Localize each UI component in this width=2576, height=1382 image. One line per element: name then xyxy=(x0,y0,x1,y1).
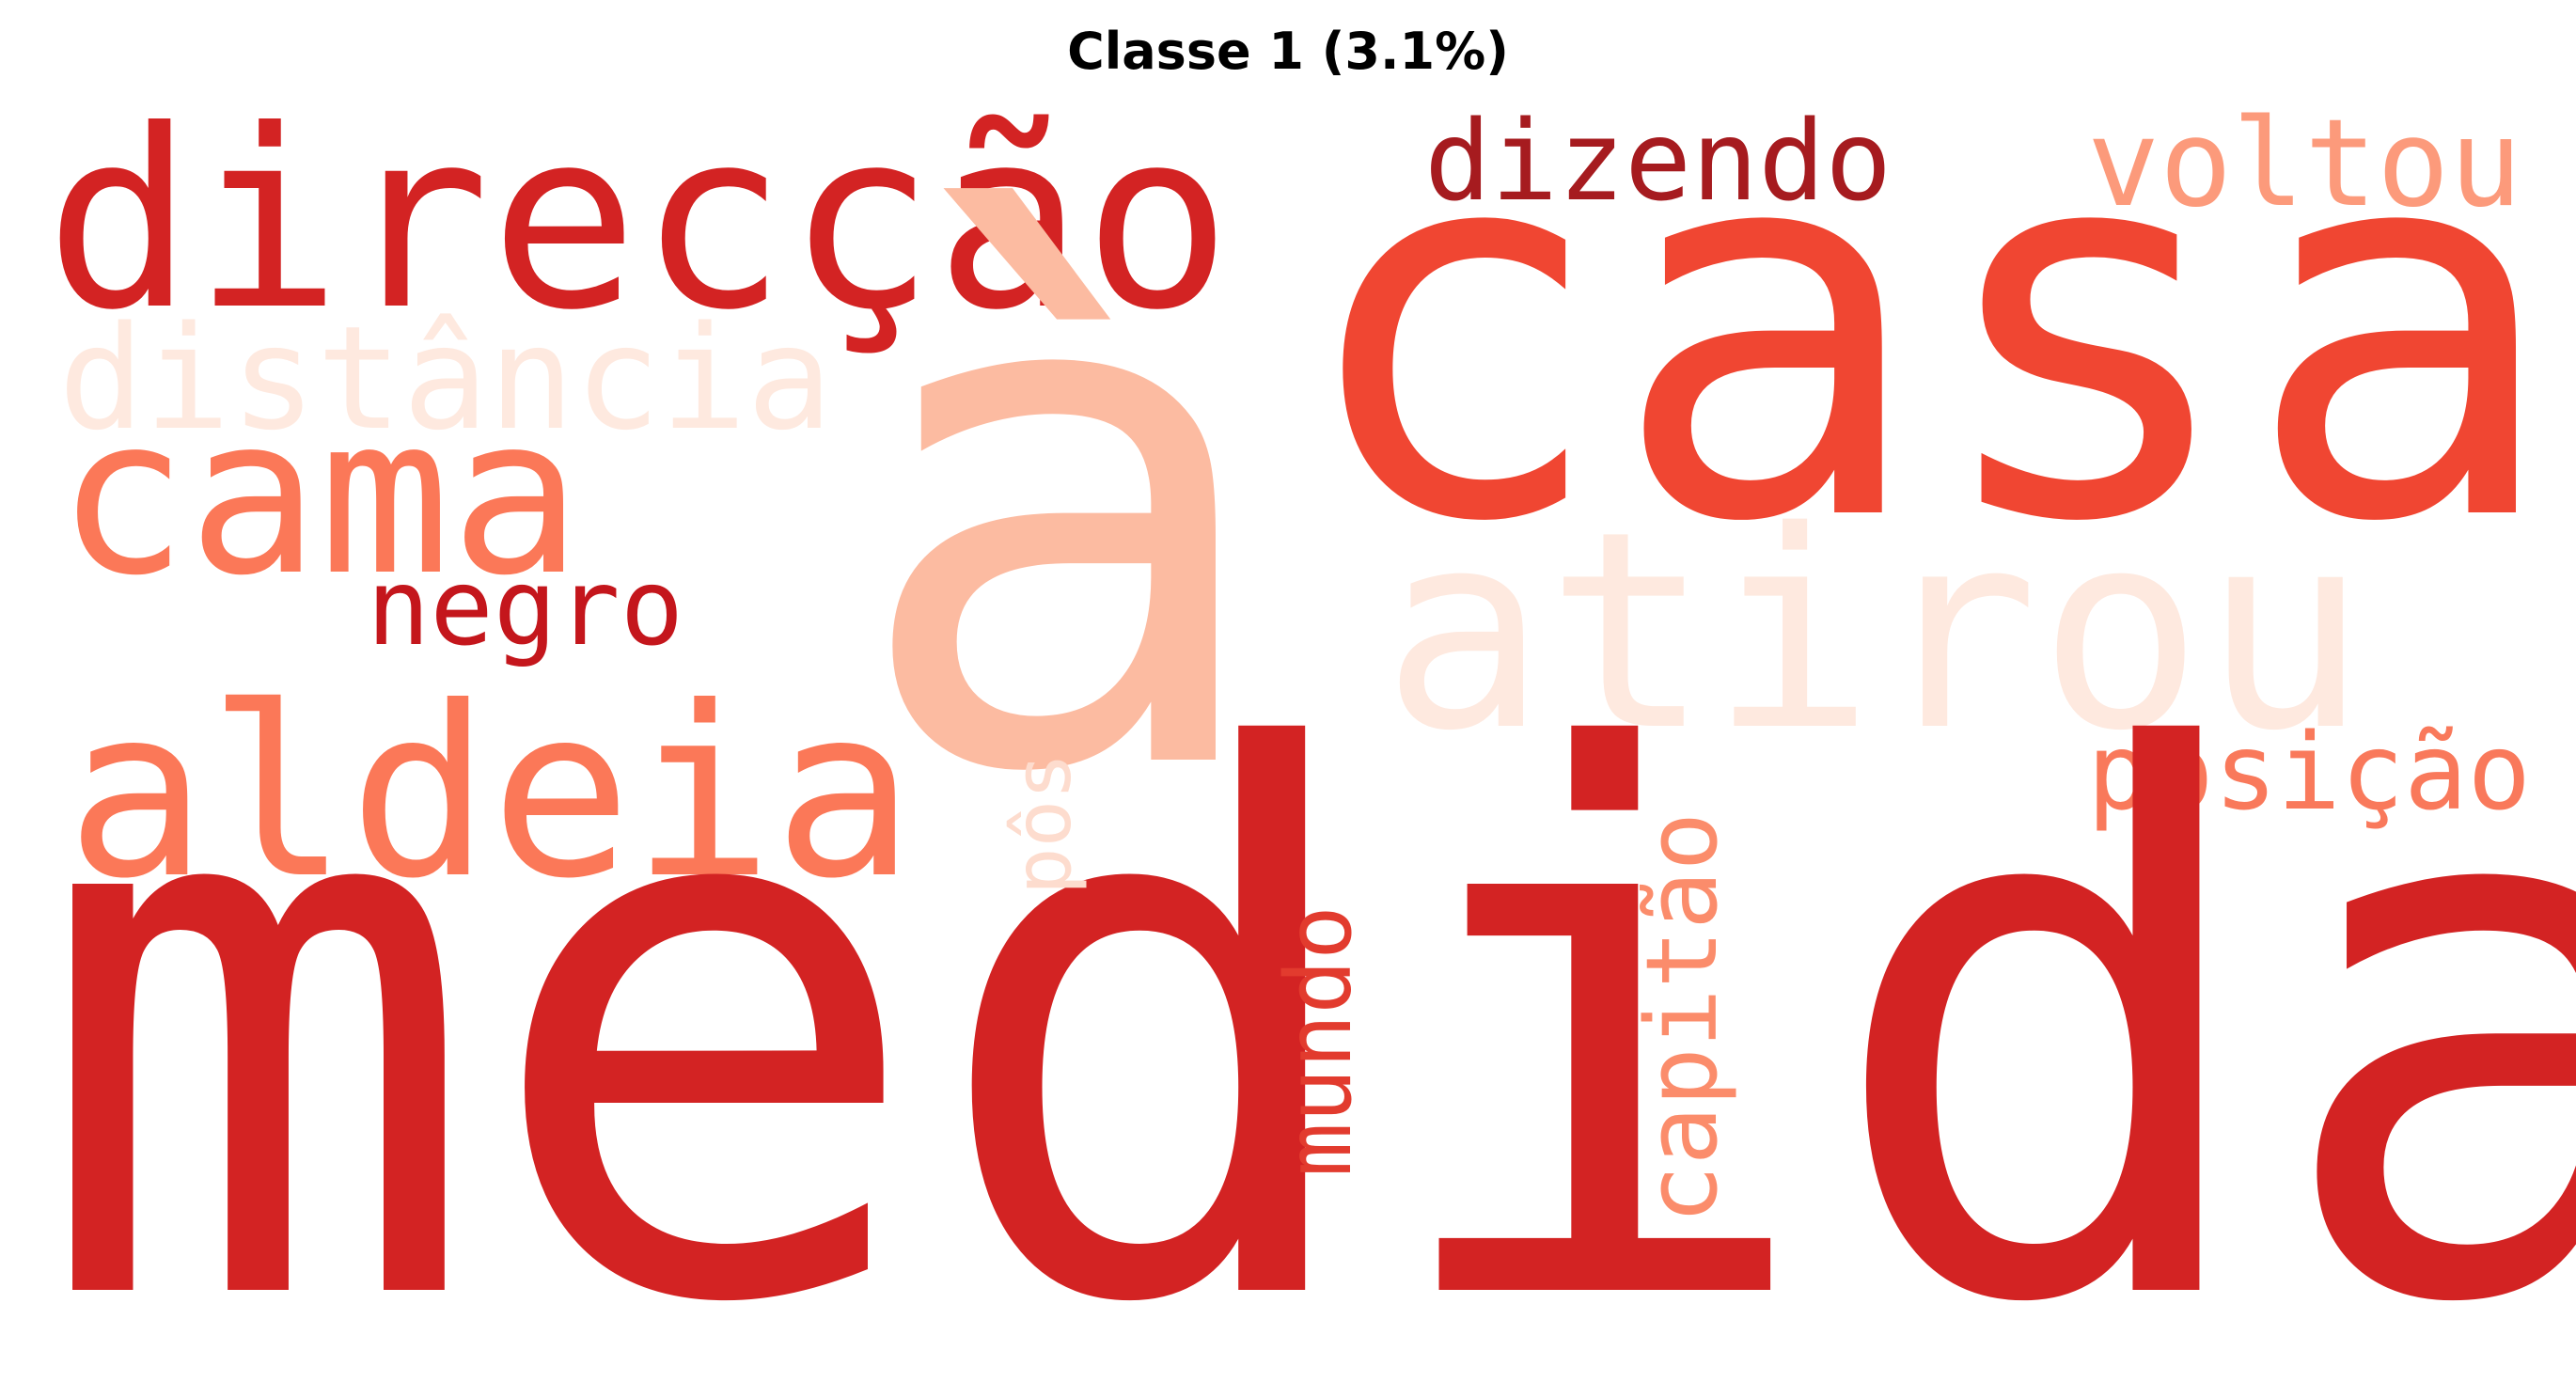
word-mundo: mundo xyxy=(1266,905,1372,1177)
word-a-grave: à xyxy=(846,98,1277,929)
word-posicao: posição xyxy=(2087,712,2531,834)
word-atirou: atirou xyxy=(1382,474,2367,791)
word-cama: cama xyxy=(56,369,582,623)
word-pos: pôs xyxy=(997,752,1089,895)
word-capitao: capitão xyxy=(1625,812,1739,1224)
word-medida: medida xyxy=(33,602,2576,1382)
word-aldeia: aldeia xyxy=(66,656,915,930)
figure-title: Classe 1 (3.1%) xyxy=(1067,22,1509,81)
word-voltou: voltou xyxy=(2087,94,2521,234)
word-distancia: distância xyxy=(58,295,833,462)
word-negro: negro xyxy=(367,547,683,669)
word-casa: casa xyxy=(1293,24,2561,637)
word-dizendo: dizendo xyxy=(1424,96,1892,226)
word-direccao: direcção xyxy=(45,77,1232,364)
